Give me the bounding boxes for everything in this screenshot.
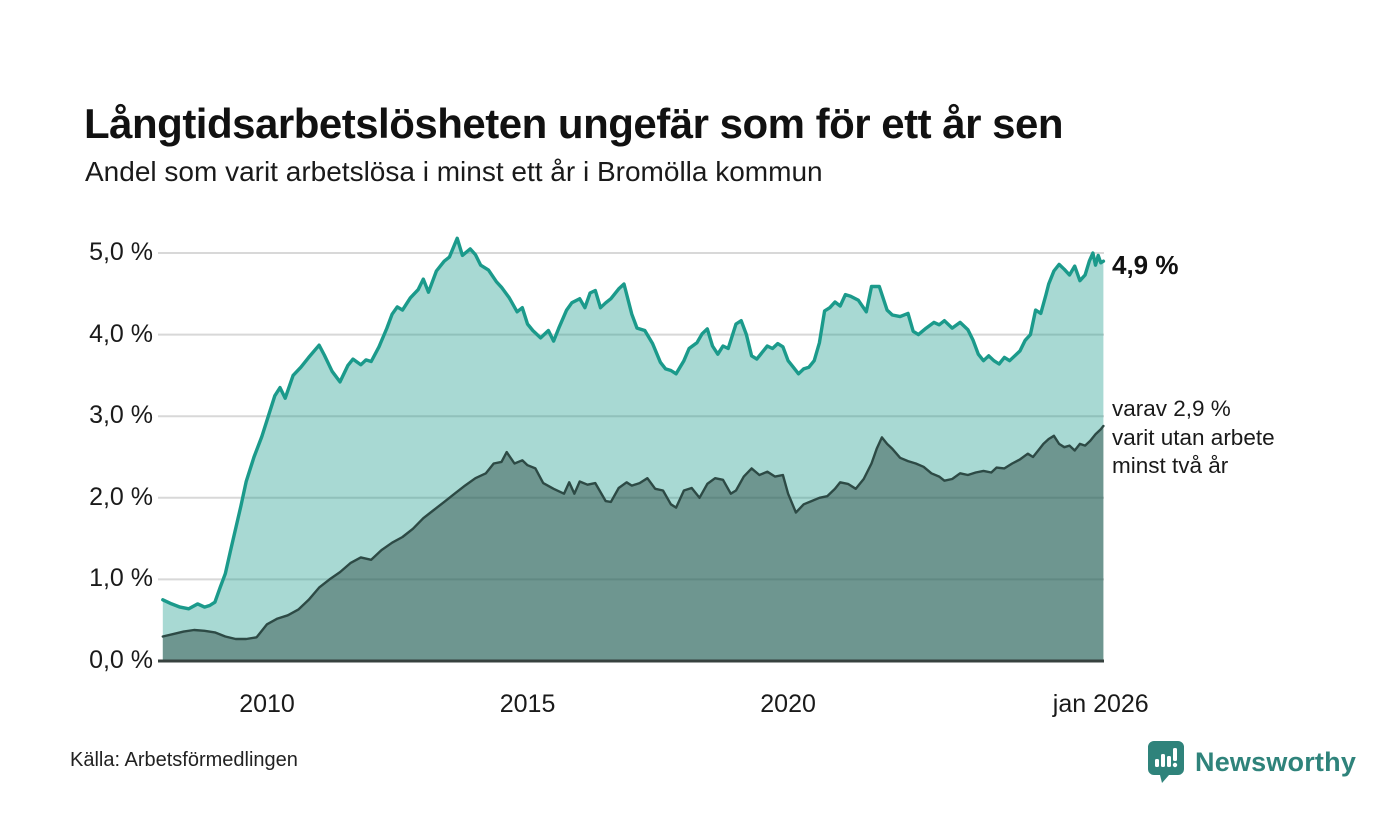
y-axis-tick-label: 2,0 %	[89, 482, 153, 511]
x-axis-tick-label: 2020	[760, 690, 816, 718]
end-label-subset: varav 2,9 % varit utan arbete minst två …	[1112, 395, 1275, 481]
y-axis-tick-label: 1,0 %	[89, 564, 153, 593]
x-axis-tick-label: 2010	[239, 690, 295, 718]
chart-subtitle: Andel som varit arbetslösa i minst ett å…	[85, 156, 823, 187]
series-area-total	[162, 238, 1104, 662]
end-label-subset-line: minst två år	[1112, 453, 1229, 478]
x-axis-tick-label: 2015	[499, 690, 556, 718]
series-line-subset	[161, 424, 1105, 641]
y-axis-tick-label: 0,0 %	[89, 645, 153, 674]
end-label-subset-line: varit utan arbete	[1112, 424, 1275, 450]
series-line-total	[161, 236, 1106, 611]
page-title: Långtidsarbetslösheten ungefär som för e…	[84, 100, 1064, 148]
brand-name: Newsworthy	[1195, 746, 1357, 777]
y-axis-tick-label: 3,0 %	[89, 401, 153, 430]
end-label-total: 4,9 %	[1112, 250, 1179, 280]
y-axis-tick-label: 4,0 %	[89, 319, 153, 348]
x-axis-tick-label: jan 2026	[1052, 690, 1149, 718]
end-label-subset-line: varav 2,9 %	[1112, 396, 1231, 421]
series-area-subset	[162, 426, 1104, 661]
y-axis-tick-label: 5,0 %	[89, 237, 153, 266]
source-note: Källa: Arbetsförmedlingen	[70, 749, 298, 771]
newsworthy-chart-bubble-icon	[1147, 740, 1185, 784]
brand-logo: Newsworthy	[1147, 740, 1356, 784]
